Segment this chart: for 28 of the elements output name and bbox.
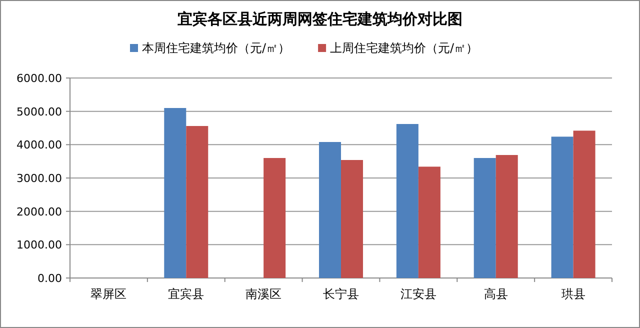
x-tick-label: 珙县 [561,287,586,301]
y-tick-label: 6000.00 [16,72,62,85]
bar [551,136,574,278]
bar [341,160,363,278]
x-tick-label: 高县 [484,287,508,301]
bar [396,124,418,278]
bar [264,158,286,278]
x-tick-label: 南溪区 [246,287,282,301]
bar [474,158,496,278]
bar [319,142,341,278]
x-tick-label: 宜宾县 [168,287,204,301]
y-tick-label: 3000.00 [16,172,62,185]
y-tick-label: 4000.00 [16,138,62,152]
bar [573,130,596,278]
x-tick-label: 长宁县 [323,287,359,301]
bar [164,108,186,278]
legend-label: 上周住宅建筑均价（元/㎡） [330,41,478,55]
bar [496,155,518,278]
x-tick-label: 江安县 [400,287,436,301]
y-tick-label: 2000.00 [16,205,62,218]
bar [186,126,208,278]
y-tick-label: 1000.00 [16,238,62,252]
bar [418,166,440,278]
legend-label: 本周住宅建筑均价（元/㎡） [142,41,290,55]
chart-title: 宜宾各区县近两周网签住宅建筑均价对比图 [178,10,462,28]
y-tick-label: 5000.00 [16,105,62,118]
x-tick-label: 翠屏区 [90,287,127,301]
y-tick-label: 0.00 [38,272,62,285]
